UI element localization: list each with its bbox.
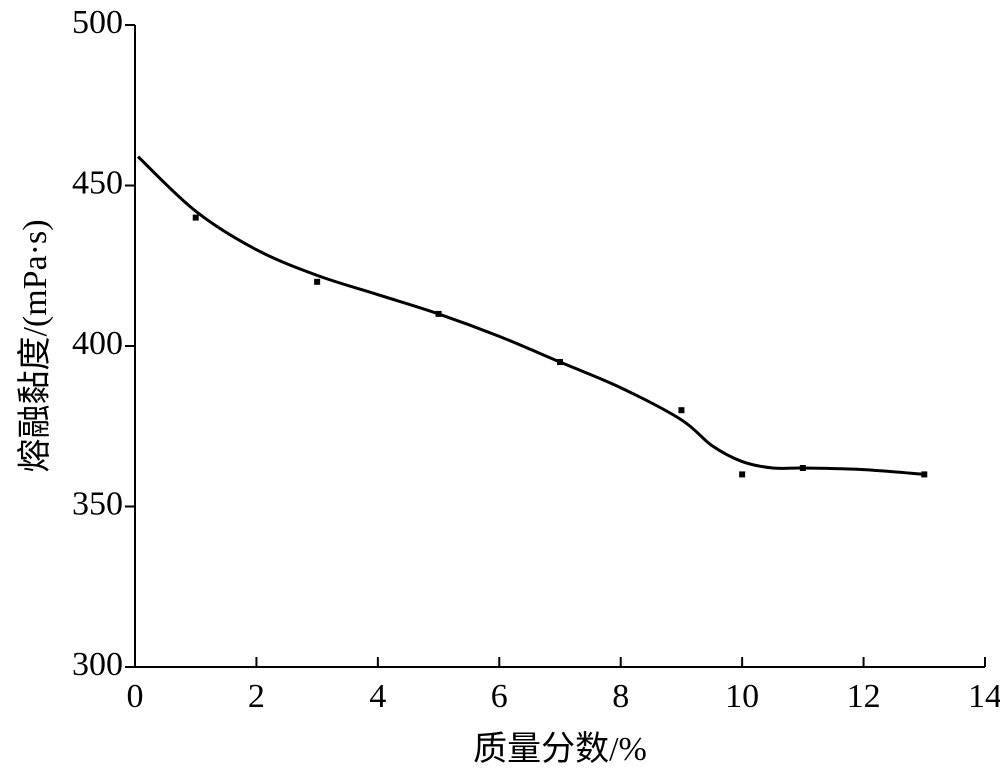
data-point bbox=[739, 471, 746, 478]
y-tick-label: 300 bbox=[72, 646, 123, 683]
x-tick-label: 0 bbox=[127, 678, 144, 715]
data-point bbox=[678, 407, 685, 414]
y-tick-label: 450 bbox=[72, 164, 123, 201]
x-tick-label: 12 bbox=[847, 678, 881, 715]
x-tick-label: 6 bbox=[491, 678, 508, 715]
y-tick-label: 400 bbox=[72, 325, 123, 362]
fit-curve bbox=[137, 155, 925, 476]
x-axis-label: 质量分数/% bbox=[473, 730, 647, 768]
y-tick-label: 350 bbox=[72, 485, 123, 522]
data-point bbox=[192, 214, 199, 221]
data-point bbox=[799, 464, 806, 471]
x-tick-label: 14 bbox=[968, 678, 1000, 715]
x-tick-label: 2 bbox=[248, 678, 265, 715]
x-tick-label: 8 bbox=[612, 678, 629, 715]
data-point bbox=[921, 471, 928, 478]
data-point bbox=[435, 310, 442, 317]
data-point bbox=[314, 278, 321, 285]
y-tick-label: 500 bbox=[72, 4, 123, 41]
x-tick-label: 10 bbox=[725, 678, 759, 715]
y-axis-label: 熔融黏度/(mPa·s) bbox=[16, 219, 54, 472]
data-point bbox=[557, 359, 563, 366]
x-tick-label: 4 bbox=[369, 678, 386, 715]
